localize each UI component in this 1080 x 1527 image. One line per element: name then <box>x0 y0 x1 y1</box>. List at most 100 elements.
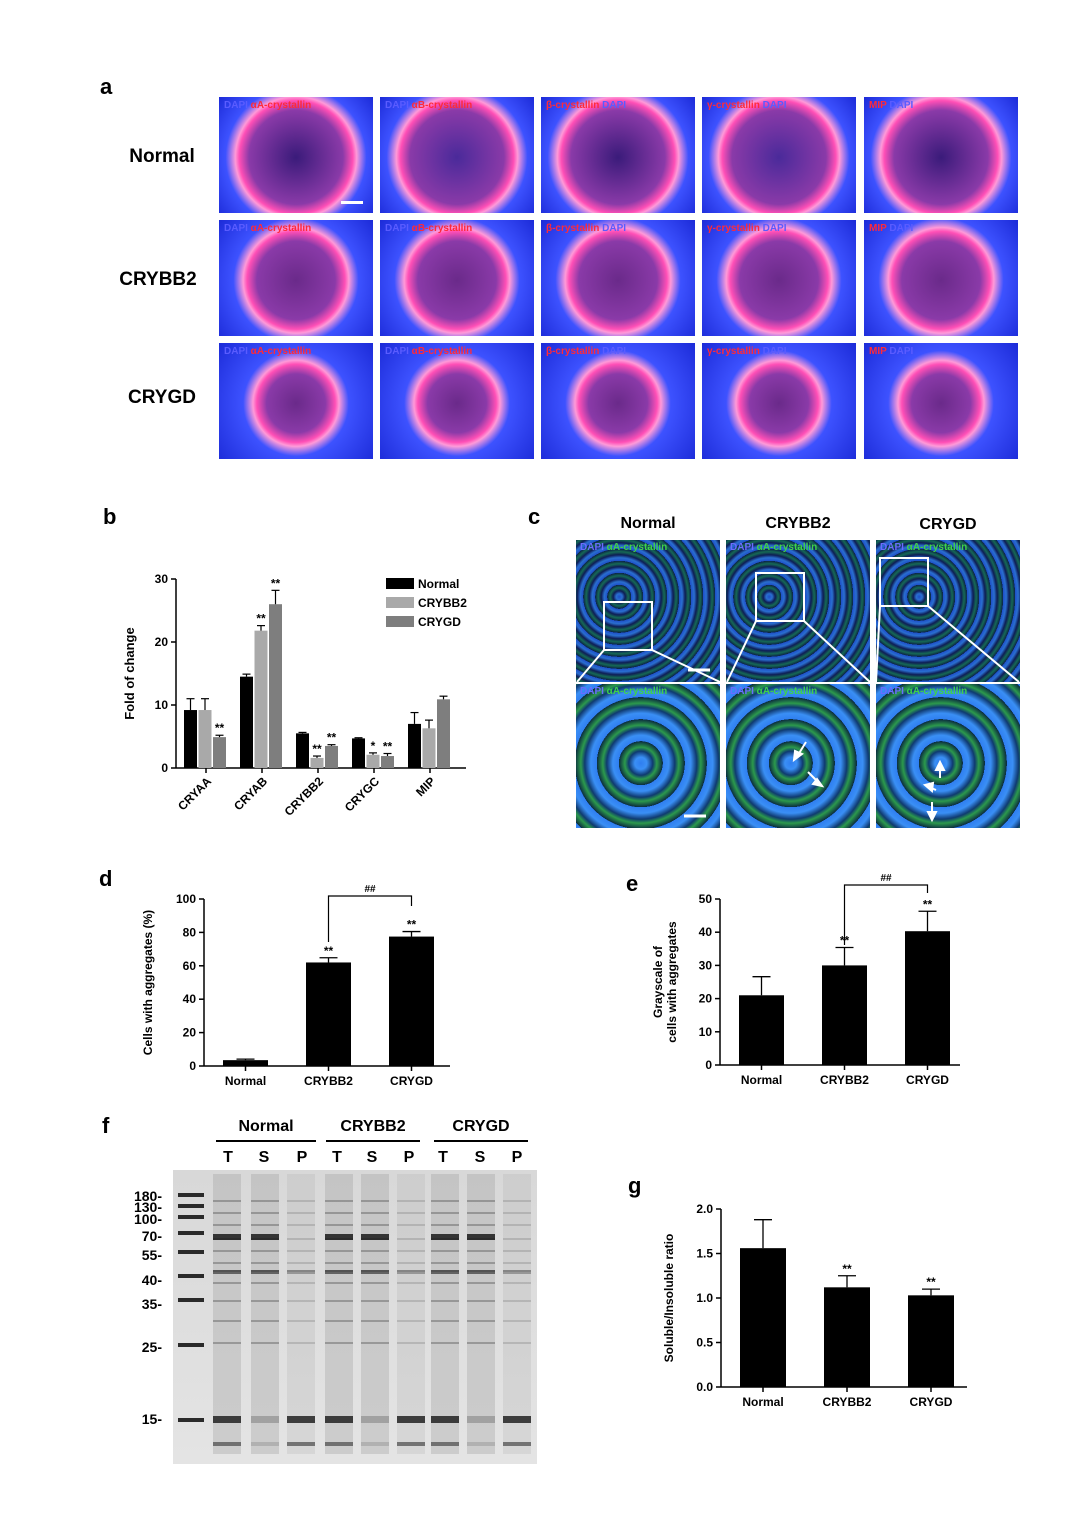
bar <box>223 1060 268 1066</box>
protein-band <box>503 1224 531 1226</box>
x-tick-label: CRYGC <box>342 774 382 814</box>
row-label-normal: Normal <box>129 146 195 167</box>
protein-band <box>397 1320 425 1322</box>
tile-stain-label: DAPI αB-crystallin <box>385 223 473 234</box>
gel-group-crybb2: CRYBB2 <box>340 1118 406 1135</box>
significance-mark: ** <box>256 612 266 626</box>
gel-group-crygd: CRYGD <box>452 1118 510 1135</box>
mw-marker-label: 70- <box>141 1228 162 1244</box>
y-tick-label: 10 <box>155 698 169 712</box>
lane-label: T <box>438 1149 448 1166</box>
tile-stain-label: DAPI αA-crystallin <box>224 100 312 111</box>
bar <box>240 676 253 768</box>
protein-band <box>325 1416 353 1423</box>
bar <box>296 733 309 768</box>
lane-smear <box>251 1174 279 1454</box>
micrograph-tile: DAPI αA-crystallin <box>219 97 373 213</box>
y-tick-label: 80 <box>183 925 197 939</box>
lane-smear <box>213 1174 241 1454</box>
protein-band <box>251 1282 279 1284</box>
protein-band <box>431 1262 459 1264</box>
panel-label-c: c <box>528 504 541 529</box>
bar <box>422 728 436 768</box>
protein-band <box>361 1200 389 1202</box>
protein-band <box>503 1212 531 1214</box>
mw-marker-label: 180- <box>133 1188 162 1204</box>
lane-smear <box>325 1174 353 1454</box>
significance-mark: ** <box>407 918 417 932</box>
x-tick-label: Normal <box>742 1395 783 1409</box>
y-tick-label: 50 <box>699 892 713 906</box>
protein-band <box>467 1212 495 1214</box>
chart-g: 0.0 0.5 1.0 1.5 2.0 Soluble/Insoluble ratio No… <box>662 1202 967 1409</box>
significance-bracket <box>327 895 413 942</box>
confocal-tile: DAPI αA-crystallin <box>876 540 1020 682</box>
tile-stain-label: MIP DAPI <box>869 223 914 234</box>
protein-band <box>467 1442 495 1446</box>
significance-mark: ** <box>324 944 334 958</box>
y-tick-label: 60 <box>183 959 197 973</box>
lane-label: S <box>258 1149 270 1166</box>
y-tick-label: 0.0 <box>696 1380 713 1394</box>
chart-e: 0 10 20 30 40 50 Grayscale of cells with aggreg… <box>651 873 960 1087</box>
micrograph-tile: MIP DAPI <box>864 343 1018 459</box>
protein-band <box>287 1212 315 1214</box>
protein-band <box>213 1234 241 1240</box>
protein-band <box>287 1442 315 1446</box>
protein-band <box>287 1320 315 1322</box>
bar <box>184 710 197 768</box>
protein-band <box>361 1212 389 1214</box>
protein-band <box>503 1200 531 1202</box>
y-tick-label: 30 <box>155 572 169 586</box>
protein-band <box>325 1342 353 1344</box>
y-tick-label: 1.5 <box>696 1247 713 1261</box>
protein-band <box>503 1270 531 1274</box>
protein-band <box>467 1300 495 1302</box>
protein-band <box>397 1416 425 1423</box>
protein-band <box>361 1320 389 1322</box>
mw-marker-label: 25- <box>141 1339 162 1355</box>
y-tick-label: 40 <box>699 925 713 939</box>
x-tick-label: CRYBB2 <box>820 1073 869 1087</box>
protein-band <box>503 1238 531 1240</box>
bar <box>306 962 351 1066</box>
protein-band <box>325 1212 353 1214</box>
protein-band <box>503 1250 531 1252</box>
tile-stain-label: DAPI αB-crystallin <box>385 100 473 111</box>
micrograph-tile: MIP DAPI <box>864 220 1018 336</box>
protein-band <box>361 1270 389 1274</box>
tile-stain-label: DAPI αA-crystallin <box>880 542 968 553</box>
protein-band <box>213 1282 241 1284</box>
lane-label: P <box>403 1149 415 1166</box>
protein-band <box>397 1442 425 1446</box>
y-tick-label: 0 <box>161 761 168 775</box>
protein-band <box>467 1320 495 1322</box>
significance-mark: ** <box>312 742 322 756</box>
ladder-band <box>178 1343 204 1347</box>
y-tick-label: 20 <box>183 1026 197 1040</box>
protein-band <box>397 1238 425 1240</box>
x-tick-label: CRYBB2 <box>823 1395 872 1409</box>
bar <box>389 936 434 1066</box>
protein-band <box>251 1212 279 1214</box>
gel-group-normal: Normal <box>238 1118 294 1135</box>
y-tick-label: 1.0 <box>696 1291 713 1305</box>
protein-band <box>213 1300 241 1302</box>
bar <box>739 995 784 1065</box>
bar <box>198 710 212 768</box>
tile-stain-label: DAPI αA-crystallin <box>880 686 968 697</box>
protein-band <box>213 1342 241 1344</box>
bar <box>740 1248 786 1387</box>
protein-band <box>287 1200 315 1202</box>
micrograph-tile: DAPI αA-crystallin <box>219 343 373 459</box>
protein-band <box>213 1250 241 1252</box>
protein-band <box>287 1224 315 1226</box>
protein-band <box>213 1212 241 1214</box>
protein-band <box>397 1270 425 1272</box>
protein-band <box>287 1270 315 1272</box>
lane-label: S <box>366 1149 378 1166</box>
bar <box>908 1295 954 1387</box>
legend-label: Normal <box>418 577 459 591</box>
protein-band <box>503 1300 531 1302</box>
y-tick-label: 30 <box>699 958 713 972</box>
